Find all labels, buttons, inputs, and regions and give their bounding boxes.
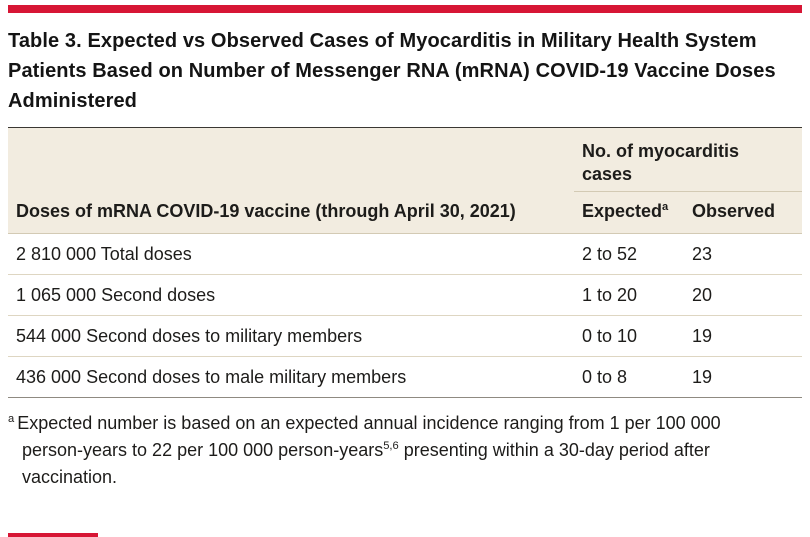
- table-row: 544 000 Second doses to military members…: [8, 316, 802, 357]
- footnote-text-start: Expected number is based on an expected …: [17, 413, 721, 460]
- table-title: Table 3. Expected vs Observed Cases of M…: [8, 30, 776, 112]
- top-accent-bar: [8, 5, 802, 13]
- row-expected: 0 to 8: [582, 367, 628, 387]
- row-observed: 19: [692, 326, 713, 346]
- header-expected-column: Expecteda: [574, 192, 684, 233]
- table-row: 1 065 000 Second doses 1 to 20 20: [8, 275, 802, 316]
- data-table: Doses of mRNA COVID-19 vaccine (through …: [8, 127, 802, 398]
- table-header: Doses of mRNA COVID-19 vaccine (through …: [8, 128, 802, 233]
- row-observed: 23: [692, 244, 713, 264]
- table-body: 2 810 000 Total doses 2 to 52 23 1 065 0…: [8, 233, 802, 398]
- row-doses: 436 000 Second doses to male military me…: [16, 367, 407, 387]
- footnote-text-end: presenting within a 30-day period after …: [22, 440, 710, 487]
- table-row: 436 000 Second doses to male military me…: [8, 357, 802, 398]
- row-expected: 1 to 20: [582, 285, 638, 305]
- footnote-reference-citation: 5,6: [383, 440, 399, 452]
- header-expected-label: Expected: [582, 201, 663, 221]
- table-row: 2 810 000 Total doses 2 to 52 23: [8, 234, 802, 275]
- header-group-myocarditis-cases: No. of myocarditis cases: [574, 128, 802, 192]
- table-footnote: a Expected number is based on an expected…: [8, 410, 768, 491]
- header-observed-column: Observed: [692, 201, 776, 221]
- row-expected: 2 to 52: [582, 244, 638, 264]
- row-observed: 20: [692, 285, 713, 305]
- row-expected: 0 to 10: [582, 326, 638, 346]
- next-section-accent-bar-fragment: [8, 533, 98, 537]
- table-figure: Table 3. Expected vs Observed Cases of M…: [0, 5, 810, 491]
- header-expected-footnote-marker: a: [662, 201, 669, 213]
- row-doses: 1 065 000 Second doses: [16, 285, 216, 305]
- row-doses: 544 000 Second doses to military members: [16, 326, 363, 346]
- footnote-marker: a: [8, 413, 15, 425]
- row-observed: 19: [692, 367, 713, 387]
- row-doses: 2 810 000 Total doses: [16, 244, 192, 264]
- header-doses-column: Doses of mRNA COVID-19 vaccine (through …: [16, 201, 516, 221]
